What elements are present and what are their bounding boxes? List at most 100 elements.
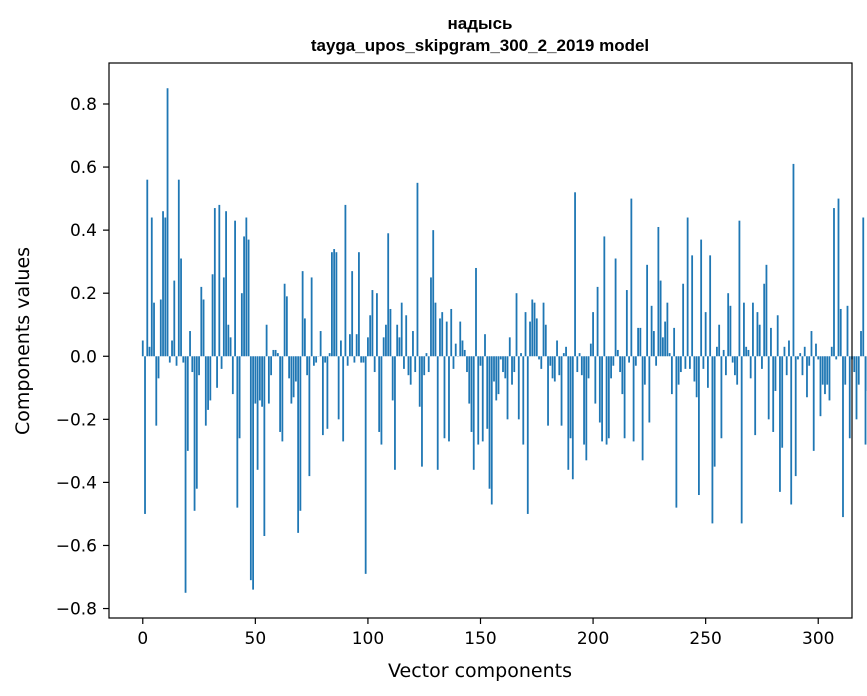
bar [153, 302, 155, 357]
bar [247, 239, 250, 357]
bar [373, 356, 376, 373]
bar [164, 217, 167, 357]
bar [616, 349, 619, 357]
bar [436, 356, 439, 470]
bar [846, 305, 849, 357]
bar [346, 356, 349, 366]
bar [227, 324, 230, 357]
bar [389, 308, 392, 357]
bar [369, 315, 372, 357]
bar [709, 255, 712, 357]
bar [641, 356, 644, 461]
bar [594, 356, 597, 404]
bar [801, 356, 804, 376]
bar [673, 327, 676, 357]
bar [189, 331, 191, 357]
bar [839, 308, 842, 357]
bar [743, 302, 745, 357]
bar [698, 356, 700, 496]
bar [711, 356, 714, 524]
bar [837, 198, 840, 357]
y-tick-label: −0.6 [56, 536, 97, 556]
bar [740, 356, 743, 524]
bar [612, 356, 615, 366]
x-tick-label: 50 [245, 629, 267, 649]
bar [567, 356, 570, 470]
bar [576, 356, 579, 373]
bar [790, 356, 793, 505]
bar [477, 356, 480, 445]
bar [481, 356, 484, 442]
bar [220, 356, 223, 369]
bar [684, 356, 687, 369]
bar [461, 340, 464, 357]
bar [607, 356, 610, 439]
bar [385, 324, 387, 357]
bar [412, 331, 414, 357]
bar [693, 356, 696, 382]
bar [664, 321, 667, 357]
bar [315, 356, 318, 363]
bar [249, 356, 252, 581]
bar [193, 356, 196, 511]
bar [382, 337, 385, 357]
bar [254, 356, 257, 404]
bar [517, 356, 520, 420]
bar [862, 217, 865, 357]
bar [585, 356, 588, 461]
bar [414, 356, 417, 373]
bar [157, 356, 160, 379]
bar [657, 226, 660, 357]
bar [204, 356, 207, 426]
bar [779, 356, 781, 492]
bar [450, 308, 453, 357]
bar [603, 236, 606, 357]
bar [144, 356, 146, 514]
bar [288, 356, 291, 379]
bar [625, 290, 628, 357]
bar [175, 356, 178, 366]
x-tick-label: 200 [577, 629, 609, 649]
bar [335, 252, 338, 357]
bar [380, 356, 383, 445]
bar [747, 349, 750, 357]
bar [258, 356, 261, 401]
bar [405, 315, 408, 357]
bar [218, 204, 221, 357]
y-tick-label: 0.4 [70, 221, 97, 241]
bar [619, 356, 621, 373]
bar [646, 264, 649, 357]
bar [553, 356, 556, 382]
x-tick-label: 250 [689, 629, 721, 649]
bar [166, 88, 169, 357]
bar [396, 324, 399, 357]
bar [294, 356, 297, 382]
bar [240, 293, 243, 357]
bar [238, 356, 241, 439]
bar [256, 356, 259, 470]
bar [547, 356, 549, 426]
bar [344, 204, 347, 357]
bar [508, 337, 511, 357]
bar [484, 334, 486, 357]
bar [767, 356, 770, 420]
bar [556, 340, 558, 357]
bar [731, 356, 734, 363]
bar [842, 356, 844, 518]
bar [670, 356, 673, 395]
bar [502, 356, 504, 373]
bar [364, 356, 367, 574]
bar [303, 318, 306, 357]
bar [860, 331, 862, 357]
bar [736, 356, 739, 385]
bar [321, 356, 324, 436]
bar [734, 356, 736, 376]
chart-subtitle: tayga_upos_skipgram_300_2_2019 model [311, 36, 649, 55]
bar [367, 337, 369, 357]
bar [864, 356, 867, 445]
bar [225, 211, 227, 357]
bar [209, 356, 212, 401]
bar [398, 337, 401, 357]
bar [623, 356, 626, 439]
bar [265, 324, 268, 357]
